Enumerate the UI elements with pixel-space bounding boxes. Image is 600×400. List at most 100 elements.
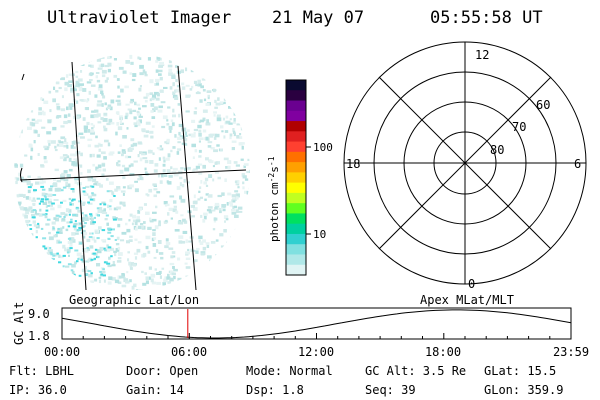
uv-pixel (237, 206, 243, 210)
uv-pixel (220, 268, 226, 271)
uv-pixel (157, 58, 160, 61)
uv-pixel (143, 96, 148, 99)
uv-bright-pixel (84, 273, 89, 276)
uv-pixel (247, 286, 250, 289)
uv-bright-pixel (56, 252, 59, 255)
uv-pixel (129, 184, 134, 188)
uv-pixel (149, 130, 154, 134)
uv-pixel (40, 260, 44, 263)
uv-pixel (166, 123, 170, 126)
uv-pixel (198, 239, 201, 243)
uv-pixel (239, 133, 242, 136)
uv-pixel (239, 109, 245, 114)
uv-pixel (68, 73, 71, 76)
uv-pixel (35, 254, 39, 258)
uv-bright-pixel (40, 198, 45, 201)
uv-bright-pixel (90, 258, 94, 261)
uv-pixel (198, 129, 202, 133)
uv-bright-pixel (80, 212, 84, 215)
uv-pixel (123, 278, 129, 283)
uv-pixel (239, 110, 243, 114)
uv-pixel (22, 178, 27, 183)
uv-pixel (25, 219, 30, 224)
uv-pixel (170, 149, 173, 153)
uv-pixel (177, 220, 181, 225)
timeline-ymax-label: 9.0 (28, 307, 50, 321)
uv-pixel (119, 275, 124, 279)
uv-pixel (104, 64, 110, 68)
uv-pixel (129, 110, 133, 115)
uv-bright-pixel (47, 204, 50, 207)
uv-pixel (77, 78, 83, 82)
uv-bright-pixel (27, 186, 32, 189)
uv-pixel (232, 205, 235, 210)
uv-pixel (233, 246, 239, 249)
uv-pixel (168, 175, 173, 178)
uv-pixel (42, 110, 45, 114)
uv-pixel (134, 256, 138, 260)
observation-time: 05:55:58 UT (430, 8, 543, 28)
uv-pixel (58, 254, 61, 258)
uv-bright-pixel (28, 224, 32, 226)
uv-pixel (134, 227, 138, 231)
uv-pixel (139, 151, 143, 155)
uv-pixel (221, 252, 224, 256)
uv-pixel (180, 214, 184, 217)
uv-pixel (150, 273, 156, 278)
uv-pixel (58, 86, 62, 90)
uv-pixel (138, 87, 142, 92)
uv-pixel (222, 68, 227, 72)
uv-pixel (165, 242, 171, 246)
uv-pixel (187, 54, 192, 59)
uv-pixel (149, 220, 154, 223)
uv-pixel (185, 275, 190, 279)
uv-pixel (244, 238, 249, 242)
uv-pixel (245, 120, 249, 125)
uv-pixel (208, 73, 213, 76)
info-seq: Seq: 39 (365, 383, 416, 397)
uv-pixel (49, 109, 52, 113)
uv-pixel (82, 88, 87, 92)
uv-pixel (178, 235, 184, 239)
uv-pixel (117, 160, 121, 163)
uv-pixel (142, 282, 147, 286)
uv-pixel (236, 105, 242, 108)
uv-pixel (88, 64, 92, 67)
uv-pixel (213, 136, 217, 140)
uv-pixel (147, 57, 151, 61)
uv-pixel (144, 159, 149, 164)
uv-pixel (25, 196, 30, 200)
uv-pixel (54, 145, 57, 149)
uv-pixel (92, 198, 96, 202)
uv-pixel (71, 161, 76, 164)
uv-pixel (76, 93, 80, 97)
uv-pixel (65, 74, 69, 78)
uv-pixel (63, 170, 68, 174)
uv-pixel (213, 88, 216, 93)
uv-bright-pixel (58, 241, 62, 244)
uv-pixel (247, 158, 250, 161)
uv-pixel (90, 280, 94, 283)
uv-bright-pixel (57, 227, 60, 230)
uv-pixel (241, 241, 244, 245)
uv-pixel (87, 259, 93, 262)
uv-pixel (164, 276, 167, 279)
uv-pixel (15, 222, 21, 227)
uv-pixel (209, 281, 213, 285)
uv-pixel (222, 117, 225, 121)
uv-pixel (153, 169, 158, 173)
uv-pixel (63, 179, 69, 182)
timeline-right-label: Apex MLat/MLT (420, 293, 514, 307)
uv-pixel (211, 287, 216, 290)
uv-pixel (230, 270, 234, 274)
uv-pixel (237, 82, 242, 85)
uv-pixel (226, 277, 232, 281)
uv-pixel (205, 287, 209, 290)
uv-pixel (101, 239, 106, 242)
uv-pixel (192, 249, 196, 252)
uv-pixel (114, 217, 118, 220)
uv-pixel (60, 287, 66, 290)
uv-pixel (217, 265, 223, 268)
uv-pixel (38, 213, 43, 217)
uv-pixel (226, 202, 229, 206)
